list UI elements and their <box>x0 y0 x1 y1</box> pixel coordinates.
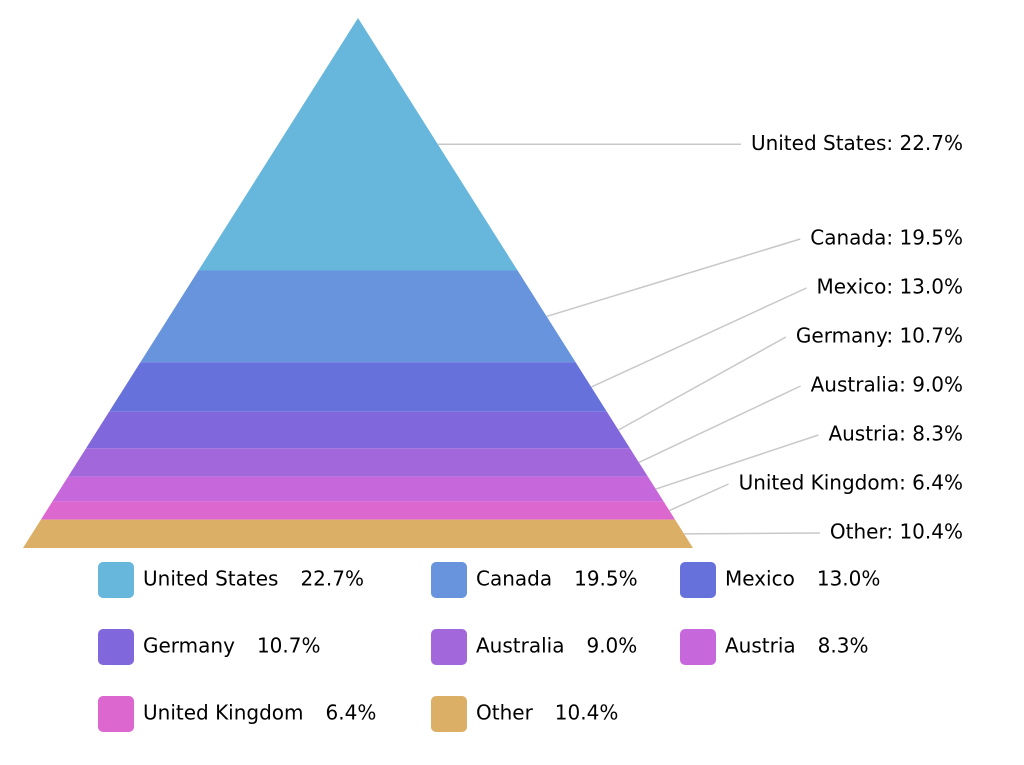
legend-label: Mexico <box>725 567 795 591</box>
legend-value: 22.7% <box>300 567 364 591</box>
legend-label: Other <box>476 701 534 725</box>
legend-value: 19.5% <box>574 567 638 591</box>
legend-label: Austria <box>725 634 796 658</box>
legend-swatch <box>98 562 134 598</box>
legend-item: United Kingdom 6.4% <box>98 696 376 732</box>
legend-label: Germany <box>143 634 235 658</box>
label-connector <box>546 238 801 318</box>
legend-swatch <box>680 562 716 598</box>
data-label: Other: 10.4% <box>830 520 963 544</box>
legend-item: Canada 19.5% <box>431 562 638 598</box>
legend-label: Australia <box>476 634 564 658</box>
legend-swatch <box>431 629 467 665</box>
pyramid-slice <box>140 270 576 363</box>
label-connector <box>638 385 801 464</box>
pyramid-slice <box>52 476 664 502</box>
data-label: United Kingdom: 6.4% <box>739 471 963 495</box>
data-label: Canada: 19.5% <box>810 226 963 250</box>
legend-swatch <box>431 562 467 598</box>
data-label: Mexico: 13.0% <box>817 275 963 299</box>
legend-item: Australia 9.0% <box>431 629 637 665</box>
pyramid-slice <box>86 411 630 449</box>
legend-label: United States <box>143 567 278 591</box>
legend-item: Austria 8.3% <box>680 629 868 665</box>
legend-swatch <box>98 696 134 732</box>
pyramid-slice <box>198 18 518 271</box>
legend-value: 10.4% <box>555 701 619 725</box>
label-connector <box>618 336 787 431</box>
pyramid-slice <box>68 448 648 477</box>
data-label: United States: 22.7% <box>751 131 963 155</box>
legend-item: Mexico 13.0% <box>680 562 880 598</box>
legend-value: 10.7% <box>257 634 321 658</box>
legend-value: 9.0% <box>586 634 637 658</box>
legend-item: Other 10.4% <box>431 696 618 732</box>
label-connector <box>684 532 820 535</box>
data-label: Australia: 9.0% <box>811 373 963 397</box>
pyramid-slice <box>23 519 693 548</box>
legend-swatch <box>431 696 467 732</box>
legend-swatch <box>680 629 716 665</box>
legend-value: 13.0% <box>817 567 881 591</box>
label-connector <box>655 434 819 490</box>
label-connector <box>590 287 807 388</box>
data-label: Austria: 8.3% <box>828 422 963 446</box>
legend-swatch <box>98 629 134 665</box>
pyramid-slice <box>40 501 676 520</box>
legend-value: 6.4% <box>326 701 377 725</box>
label-connector <box>669 483 729 512</box>
legend-label: Canada <box>476 567 552 591</box>
legend-item: United States 22.7% <box>98 562 364 598</box>
legend-item: Germany 10.7% <box>98 629 320 665</box>
legend-label: United Kingdom <box>143 701 304 725</box>
data-label: Germany: 10.7% <box>796 324 963 348</box>
legend-value: 8.3% <box>818 634 869 658</box>
pyramid-slice <box>109 362 607 412</box>
